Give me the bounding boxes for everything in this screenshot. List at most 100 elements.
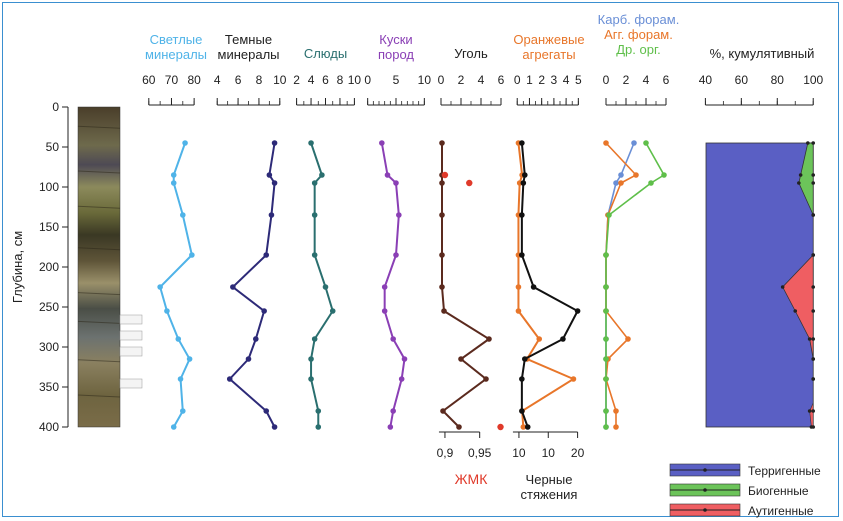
- panel-coal-tick-label: 6: [498, 73, 505, 87]
- cumulative-total-point: [811, 425, 816, 429]
- panel-carb-tick-label: 0: [603, 73, 610, 87]
- cumulative-authigenic-fill: [782, 254, 814, 360]
- panel-mica-line-point: [308, 376, 314, 382]
- panel-orange-line-point: [520, 424, 527, 430]
- panel-carb-series-2-point: [603, 424, 609, 430]
- depth-tick-label: 250: [39, 300, 59, 314]
- secondary-orange-tick-label: 20: [571, 446, 585, 460]
- panel-carb-series-2-point: [603, 356, 609, 362]
- secondary-coal-label: ЖМК: [455, 471, 489, 487]
- legend-label: Аутигенные: [748, 504, 814, 518]
- panel-light-title: Светлые: [150, 32, 203, 47]
- panel-carb-series-0-point: [631, 140, 637, 146]
- panel-coal-line-point: [486, 336, 492, 342]
- panel-coal-line-point: [441, 308, 447, 314]
- panel-dark-line-point: [266, 172, 273, 178]
- legend-marker: [703, 508, 707, 512]
- panel-mica-tick-label: 10: [348, 73, 362, 87]
- cumulative-total-point: [811, 141, 816, 145]
- depth-tick-label: 350: [39, 380, 59, 394]
- panel-dark-line-point: [263, 252, 270, 258]
- panel-carb-series-2-point: [603, 308, 609, 314]
- panel-cumulative-tick-label: 100: [803, 73, 823, 87]
- cumulative-boundary-point: [797, 181, 801, 185]
- panel-dark-line-point: [263, 408, 270, 414]
- cumulative-total-point: [811, 253, 816, 257]
- secondary-orange-line-point: [530, 284, 537, 290]
- panel-light-line-point: [170, 424, 177, 430]
- panel-mica-line-point: [319, 172, 325, 178]
- panel-rocks-title: пород: [378, 47, 414, 62]
- panel-dark-title: минералы: [218, 47, 280, 62]
- panel-coal-line-point: [458, 356, 464, 362]
- secondary-orange-label: стяжения: [521, 487, 578, 502]
- panel-carb-series-2-point: [661, 172, 667, 178]
- panel-cumulative-tick-label: 80: [771, 73, 785, 87]
- panel-dark-line-point: [261, 308, 267, 314]
- panel-orange-line: [517, 142, 576, 428]
- panel-rocks-line-point: [379, 140, 385, 146]
- panel-carb-series-2-point: [603, 252, 609, 258]
- cumulative-total-point: [811, 377, 816, 381]
- panel-carb-series-1-point: [618, 180, 624, 186]
- cumulative-total-point: [811, 285, 816, 289]
- secondary-orange-line-point: [519, 212, 525, 218]
- secondary-coal-tick-label: 0,95: [468, 446, 492, 460]
- depth-tick-label: 150: [39, 220, 59, 234]
- panel-carb-series-2-point: [603, 376, 609, 382]
- panel-carb-tick-label: 2: [623, 73, 630, 87]
- secondary-orange-line-point: [522, 356, 528, 362]
- panel-light-line-point: [186, 356, 193, 362]
- panel-coal-line-point: [439, 140, 445, 146]
- secondary-orange-line: [520, 142, 579, 428]
- panel-coal-line-point: [439, 212, 445, 218]
- secondary-coal-tick-label: 0,9: [437, 446, 454, 460]
- panel-orange-tick-label: 2: [538, 73, 545, 87]
- panel-coal-tick-label: 2: [458, 73, 465, 87]
- secondary-orange-tick-label: 10: [512, 446, 526, 460]
- panel-light-tick-label: 70: [165, 73, 179, 87]
- panel-rocks-line-point: [390, 336, 396, 342]
- panel-mica-tick-label: 6: [322, 73, 329, 87]
- panel-orange-line-point: [515, 308, 522, 314]
- depth-tick-label: 400: [39, 420, 59, 434]
- panel-carb-series-1-point: [613, 424, 619, 430]
- panel-light-line-point: [180, 212, 186, 218]
- secondary-coal-point: [497, 423, 504, 431]
- cumulative-total-point: [811, 357, 816, 361]
- depth-tick-label: 100: [39, 180, 59, 194]
- cumulative-boundary-point: [807, 337, 812, 341]
- panel-orange-tick-label: 0: [514, 73, 521, 87]
- panel-dark-tick-label: 6: [235, 73, 242, 87]
- panel-carb-series-1-point: [633, 172, 639, 178]
- panel-light-line-point: [180, 408, 186, 414]
- core-layer-boundary: [77, 125, 121, 129]
- secondary-orange-line-point: [574, 308, 581, 314]
- cumulative-boundary-point: [793, 309, 798, 313]
- panel-dark-line-point: [245, 356, 252, 362]
- panel-rocks-line-point: [387, 424, 394, 430]
- panel-light-line-point: [175, 336, 182, 342]
- panel-coal-line: [441, 143, 491, 428]
- panel-orange-tick-label: 1: [526, 73, 533, 87]
- panel-cumulative-title: %, кумулятивный: [710, 46, 815, 61]
- cumulative-boundary-point: [807, 409, 812, 413]
- panel-coal-tick-label: 4: [478, 73, 485, 87]
- panel-carb-series-2-point: [603, 284, 609, 290]
- panel-dark-line-point: [253, 336, 259, 342]
- secondary-orange-line-point: [560, 336, 566, 342]
- panel-orange-tick-label: 5: [575, 73, 582, 87]
- panel-carb-series-2-point: [648, 180, 654, 186]
- panel-mica-line-point: [311, 180, 318, 186]
- depth-tick-label: 300: [39, 340, 59, 354]
- panel-cumulative-tick-label: 40: [699, 73, 713, 87]
- legend-marker: [703, 468, 707, 472]
- panel-coal-title: Уголь: [454, 46, 488, 61]
- panel-rocks-line-point: [393, 252, 399, 258]
- panel-mica-line-point: [311, 336, 318, 342]
- panel-light-line-point: [182, 140, 188, 146]
- core-layer-boundary: [77, 205, 121, 209]
- panel-carb-title: Агг. форам.: [604, 27, 673, 42]
- core-layer-boundary: [77, 394, 121, 398]
- panel-light-line-point: [164, 308, 170, 314]
